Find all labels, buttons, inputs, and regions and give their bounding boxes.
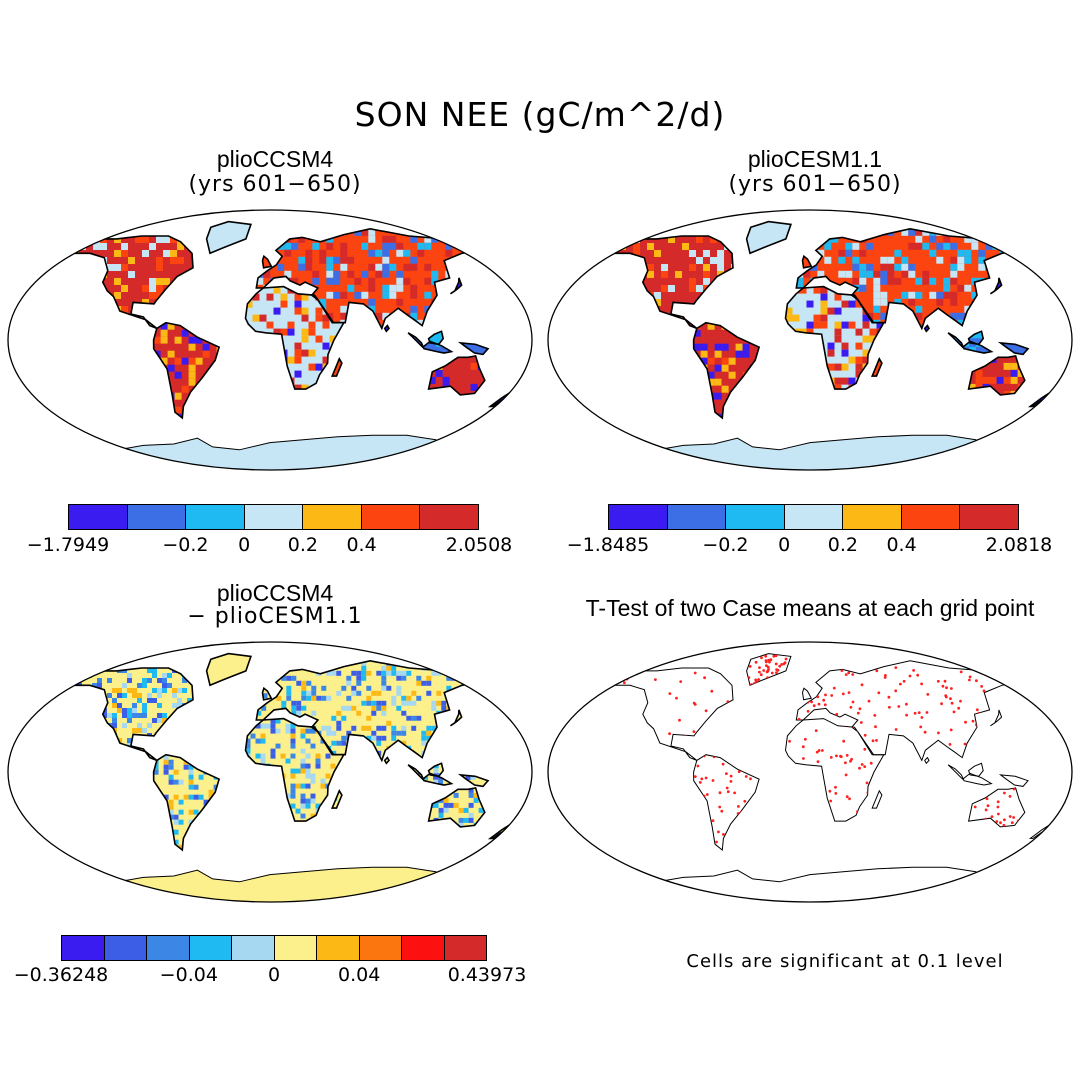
colorbar-swatch (317, 936, 360, 960)
colorbar-tick-label: 0.4 (346, 534, 377, 556)
colorbar-diff (61, 935, 487, 961)
colorbar-swatch (960, 505, 1019, 529)
colorbar-tick-label: 0 (238, 534, 251, 556)
land-madagascar (872, 790, 882, 809)
colorbar-swatch (843, 505, 902, 529)
colorbar-tick-label: −0.2 (702, 534, 749, 556)
land-sa (693, 754, 760, 850)
colorbar-tick-label: 0.4 (886, 534, 917, 556)
map-ccsm4 (7, 209, 533, 471)
colorbar-tick-label: 2.0508 (445, 534, 513, 556)
colorbar-tick-label: 0.43973 (447, 964, 527, 986)
colorbar-tick-label: 0.04 (338, 964, 381, 986)
colorbar-ccsm4 (68, 504, 479, 530)
colorbar-swatch (361, 505, 421, 529)
colorbar-swatch (62, 936, 105, 960)
colorbar-labels-diff: −0.36248 −0.04 0 0.04 0.43973 (14, 964, 527, 988)
colorbar-swatch (726, 505, 785, 529)
significance-note: Cells are significant at 0.1 level (686, 951, 1004, 972)
land-na (612, 668, 733, 761)
land-uk (802, 688, 812, 700)
land-africa (785, 718, 884, 822)
land-antarctica (617, 435, 993, 470)
land-greenland (746, 221, 791, 254)
colorbar-swatch (186, 505, 245, 529)
colorbar-swatch (402, 936, 445, 960)
colorbar-swatch (147, 936, 190, 960)
colorbar-tick-label: −0.2 (162, 534, 209, 556)
colorbar-swatch (444, 936, 486, 960)
land-greenland (206, 221, 251, 254)
colorbar-labels-ccsm4: −1.7949 −0.2 0 0.2 0.4 2.0508 (27, 534, 512, 558)
map-diff (7, 641, 533, 903)
colorbar-swatch (901, 505, 961, 529)
colorbar-tick-label: 0.2 (827, 534, 858, 556)
colorbar-swatch (274, 936, 317, 960)
land-png (1000, 774, 1028, 787)
land-antarctica (77, 435, 453, 470)
map-ttest (547, 641, 1073, 903)
colorbar-cesm (608, 504, 1019, 530)
colorbar-swatch (784, 505, 844, 529)
figure-title: SON NEE (gC/m^2/d) (354, 95, 726, 134)
colorbar-swatch (244, 505, 304, 529)
panel-subtitle-diff: − plioCESM1.1 (187, 604, 363, 629)
panel-subtitle-ccsm4: (yrs 601−650) (188, 172, 362, 197)
panel-title-diff: plioCCSM4 (216, 580, 334, 606)
colorbar-swatch (303, 505, 362, 529)
panel-subtitle-cesm: (yrs 601−650) (728, 172, 902, 197)
panel-title-ccsm4: plioCCSM4 (216, 146, 334, 172)
panel-title-ttest: T-Test of two Case means at each grid po… (585, 595, 1035, 621)
colorbar-swatch (69, 505, 128, 529)
land-greenland (206, 653, 251, 686)
colorbar-labels-cesm: −1.8485 −0.2 0 0.2 0.4 2.0818 (567, 534, 1052, 558)
colorbar-tick-label: 0 (267, 964, 281, 986)
colorbar-swatch (232, 936, 275, 960)
colorbar-tick-label: −1.7949 (26, 534, 110, 556)
colorbar-swatch (189, 936, 232, 960)
colorbar-tick-label: 2.0818 (985, 534, 1053, 556)
colorbar-tick-label: 0.2 (287, 534, 318, 556)
land-antarctica (77, 867, 453, 902)
colorbar-tick-label: 0 (778, 534, 791, 556)
colorbar-swatch (667, 505, 727, 529)
map-cesm (547, 209, 1073, 471)
colorbar-swatch (420, 505, 479, 529)
land-antarctica (617, 867, 993, 902)
land-borneo (968, 763, 984, 777)
colorbar-tick-label: −1.8485 (566, 534, 650, 556)
colorbar-swatch (104, 936, 147, 960)
colorbar-tick-label: −0.36248 (13, 964, 109, 986)
colorbar-swatch (127, 505, 187, 529)
colorbar-swatch (359, 936, 402, 960)
panel-title-cesm: plioCESM1.1 (747, 146, 883, 172)
land-eurasia (796, 660, 1017, 761)
colorbar-tick-label: −0.04 (159, 964, 218, 986)
colorbar-swatch (609, 505, 668, 529)
